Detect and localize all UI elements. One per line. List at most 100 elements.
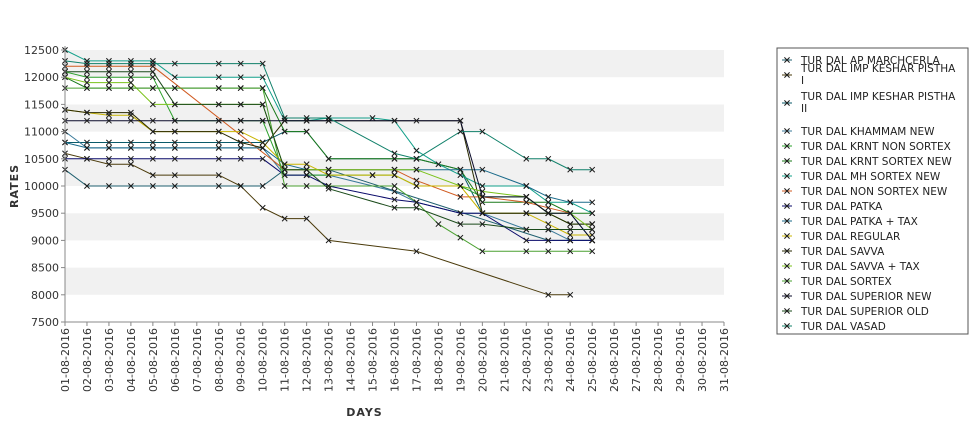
x-tick-label: 15-08-2016 [367, 328, 380, 392]
data-point [391, 196, 398, 203]
data-point [127, 144, 134, 151]
legend-label: TUR DAL IMP KESHAR PISTHA [800, 63, 956, 75]
legend-label: TUR DAL SAVVA [800, 246, 885, 258]
data-point [215, 117, 222, 124]
data-point [171, 139, 178, 146]
data-point [149, 74, 156, 81]
data-point [479, 183, 486, 189]
data-point [567, 291, 574, 298]
data-point [303, 117, 310, 124]
data-point [127, 117, 134, 124]
data-point [149, 139, 156, 146]
data-point [149, 85, 156, 92]
data-point [545, 248, 552, 255]
grid-band [65, 131, 724, 159]
data-point [457, 172, 464, 179]
data-point [545, 210, 552, 217]
data-point [127, 74, 134, 81]
data-point [325, 172, 332, 179]
x-tick-label: 22-08-2016 [520, 328, 533, 392]
data-point [523, 183, 530, 189]
data-point [391, 204, 398, 211]
data-point [567, 248, 574, 255]
data-point [84, 74, 90, 81]
data-point [303, 215, 310, 222]
data-point [457, 166, 464, 173]
data-point [149, 128, 156, 135]
data-point [215, 101, 222, 108]
x-tick-label: 10-08-2016 [257, 328, 270, 392]
series-14 [62, 117, 596, 244]
legend-marker [784, 158, 790, 164]
data-point [259, 144, 266, 151]
legend-marker [784, 72, 790, 78]
y-tick-label: 12000 [24, 71, 59, 84]
data-point [457, 210, 464, 217]
data-point [237, 144, 244, 151]
y-tick-label: 10500 [24, 153, 59, 166]
x-tick-label: 08-08-2016 [213, 328, 226, 392]
x-tick-label: 23-08-2016 [542, 328, 555, 392]
data-point [215, 155, 222, 162]
data-point [391, 150, 398, 157]
data-point [523, 237, 530, 244]
series-line [64, 60, 593, 171]
y-axis-label: RATES [8, 164, 21, 208]
x-tick-label: 03-08-2016 [103, 328, 116, 392]
data-point [127, 139, 134, 146]
data-point [413, 177, 420, 184]
series-line [64, 109, 593, 225]
data-point [149, 63, 156, 70]
legend-item: TUR DAL PATKA [782, 201, 883, 213]
data-point [479, 193, 486, 200]
data-point [457, 128, 464, 135]
data-point [545, 193, 552, 200]
data-point [84, 79, 90, 86]
data-point [303, 172, 310, 179]
series-line [64, 142, 593, 203]
legend-marker [784, 188, 790, 194]
legend-item: TUR DAL SAVVA [782, 246, 885, 258]
series-16 [62, 57, 596, 173]
legend-label: TUR DAL SUPERIOR NEW [800, 291, 932, 303]
data-point [303, 161, 310, 168]
x-tick-label: 07-08-2016 [191, 328, 204, 392]
data-point [84, 139, 90, 146]
data-point [105, 68, 112, 75]
data-point [84, 117, 90, 124]
legend-label: TUR DAL REGULAR [800, 231, 900, 243]
x-tick-label: 29-08-2016 [674, 328, 687, 392]
data-point [435, 161, 442, 168]
data-point [84, 109, 90, 116]
y-tick-label: 11500 [24, 98, 59, 111]
legend-marker [784, 100, 790, 106]
data-point [589, 210, 596, 217]
legend-box [776, 47, 969, 335]
data-point [413, 204, 420, 211]
data-point [127, 161, 134, 168]
data-point [149, 60, 156, 67]
legend-marker [784, 293, 790, 299]
data-point [149, 57, 156, 64]
data-point [171, 117, 178, 124]
data-point [237, 155, 244, 162]
data-point [303, 128, 310, 135]
data-point [215, 128, 222, 135]
data-point [589, 199, 596, 206]
data-point [369, 172, 376, 179]
data-point [325, 155, 332, 162]
data-point [237, 139, 244, 146]
data-point [84, 68, 90, 75]
data-point [281, 115, 288, 121]
data-point [391, 117, 398, 124]
data-point [84, 155, 90, 162]
series-line [65, 71, 593, 230]
x-tick-label: 30-08-2016 [696, 328, 709, 392]
data-point [545, 221, 552, 228]
data-point [171, 101, 178, 108]
data-point [215, 139, 222, 146]
data-point [413, 147, 420, 154]
data-point [567, 166, 574, 173]
